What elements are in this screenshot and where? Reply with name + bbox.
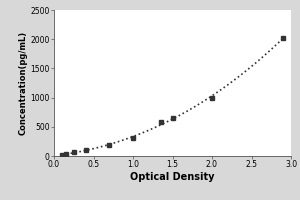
X-axis label: Optical Density: Optical Density [130,172,215,182]
Y-axis label: Concentration(pg/mL): Concentration(pg/mL) [19,31,28,135]
